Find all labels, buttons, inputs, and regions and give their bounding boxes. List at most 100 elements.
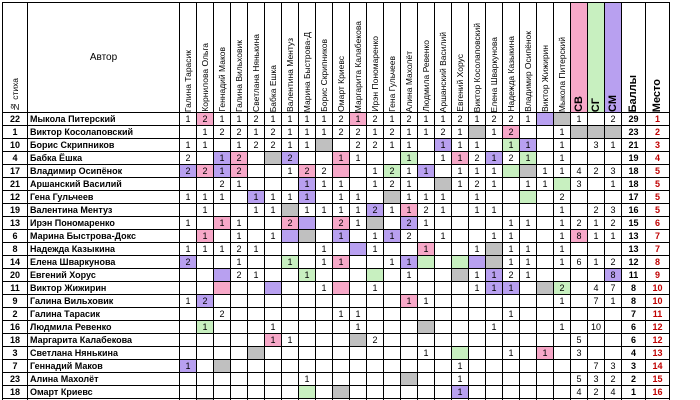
vote-cell <box>417 333 435 347</box>
vote-cell <box>417 307 435 321</box>
category-cell: 5 <box>570 333 588 347</box>
judge-name: Людмила Ревенко <box>420 40 431 112</box>
author-name: Виктор Жижирин <box>27 281 180 295</box>
table-body: 22 Мыкола Питерский 1 2 1 1 2 1 1 1 1 2 1 2 1 2 1 1 2 1 2 2 1 1… <box>2 112 670 400</box>
vote-cell <box>332 281 350 295</box>
place-cell: 5 <box>645 190 670 204</box>
vote-cell <box>434 268 452 282</box>
poem-number: 4 <box>2 151 28 165</box>
vote-cell <box>434 372 452 386</box>
vote-cell <box>451 216 469 230</box>
vote-cell <box>281 320 299 334</box>
vote-cell <box>366 359 384 373</box>
category-cell: 7 <box>604 281 622 295</box>
vote-cell <box>434 320 452 334</box>
poem-number: 14 <box>2 255 28 269</box>
vote-cell: 2 <box>366 138 384 152</box>
author-name: Ирэн Пономаренко <box>27 216 180 230</box>
vote-cell <box>451 203 469 217</box>
vote-cell: 1 <box>196 125 214 139</box>
author-name: Аршанский Василий <box>27 177 180 191</box>
vote-cell: 1 <box>213 151 231 165</box>
place-cell: 8 <box>645 255 670 269</box>
vote-cell: 1 <box>451 359 469 373</box>
vote-cell: 1 <box>213 216 231 230</box>
vote-cell: 1 <box>434 138 452 152</box>
category-cell <box>570 242 588 256</box>
vote-cell <box>247 151 265 165</box>
vote-cell: 2 <box>213 177 231 191</box>
vote-cell <box>519 333 537 347</box>
vote-cell: 1 <box>315 281 333 295</box>
vote-cell: 1 <box>417 242 435 256</box>
poem-number: 11 <box>2 281 28 295</box>
vote-cell: 1 <box>264 333 282 347</box>
category-cell <box>604 333 622 347</box>
vote-cell <box>485 242 503 256</box>
poem-number: 1 <box>2 125 28 139</box>
vote-cell <box>281 203 299 217</box>
judge-name: Ирэн Пономаренко <box>369 36 380 112</box>
category-label: СВ <box>572 96 585 112</box>
vote-cell <box>247 177 265 191</box>
vote-cell <box>281 307 299 321</box>
vote-cell <box>383 151 401 165</box>
vote-cell <box>485 372 503 386</box>
category-cell: 2 <box>587 164 605 178</box>
judge-header: Алина Махолёт <box>400 2 418 113</box>
author-name: Надежда Казыкина <box>27 242 180 256</box>
vote-cell: 2 <box>213 125 231 139</box>
vote-cell <box>383 190 401 204</box>
score-cell: 8 <box>621 294 646 308</box>
vote-cell <box>264 151 282 165</box>
author-name: Мыкола Питерский <box>27 112 180 126</box>
vote-cell <box>213 255 231 269</box>
vote-cell: 1 <box>400 268 418 282</box>
category-cell: 2 <box>604 255 622 269</box>
vote-cell: 1 <box>247 242 265 256</box>
category-header: СГ <box>587 2 605 113</box>
vote-cell <box>434 333 452 347</box>
vote-cell: 1 <box>281 190 299 204</box>
vote-cell <box>366 255 384 269</box>
vote-cell <box>281 242 299 256</box>
table-row: 17 Владимир Осипёнок 2 2 1 2 1 2 2 1 2 1 1 1 1 1 1 1 4 2 3 18… <box>2 164 670 178</box>
judge-header: Гена Гульчеев <box>383 2 401 113</box>
vote-cell: 1 <box>502 307 520 321</box>
vote-cell: 2 <box>553 281 571 295</box>
vote-cell: 1 <box>213 242 231 256</box>
vote-cell <box>434 281 452 295</box>
vote-cell: 1 <box>400 125 418 139</box>
judge-name: Омарт Криевс <box>335 56 346 112</box>
judge-header: Корнилова Ольга <box>196 2 214 113</box>
place-cell: 15 <box>645 372 670 386</box>
judge-header: Светлана Нянькина <box>247 2 265 113</box>
vote-cell: 1 <box>366 125 384 139</box>
category-cell <box>604 125 622 139</box>
score-cell: 6 <box>621 320 646 334</box>
table-row: 7 Геннадий Маков 1 1 7 3 3 14 <box>2 359 670 373</box>
category-cell: 3 <box>604 203 622 217</box>
vote-cell <box>519 294 537 308</box>
vote-cell <box>485 307 503 321</box>
judge-header: Людмила Ревенко <box>417 2 435 113</box>
vote-cell <box>519 359 537 373</box>
vote-cell: 2 <box>179 255 197 269</box>
vote-cell: 1 <box>281 125 299 139</box>
vote-cell <box>281 359 299 373</box>
vote-cell <box>519 229 537 243</box>
vote-cell <box>519 385 537 399</box>
vote-cell: 1 <box>417 112 435 126</box>
author-name: Алина Махолёт <box>27 372 180 386</box>
category-cell <box>604 320 622 334</box>
vote-cell <box>451 294 469 308</box>
vote-cell: 1 <box>468 281 486 295</box>
category-cell <box>570 268 588 282</box>
vote-cell <box>417 359 435 373</box>
category-cell: 3 <box>604 164 622 178</box>
vote-cell: 1 <box>179 359 197 373</box>
vote-cell: 1 <box>298 138 316 152</box>
category-cell <box>570 281 588 295</box>
vote-cell <box>213 294 231 308</box>
